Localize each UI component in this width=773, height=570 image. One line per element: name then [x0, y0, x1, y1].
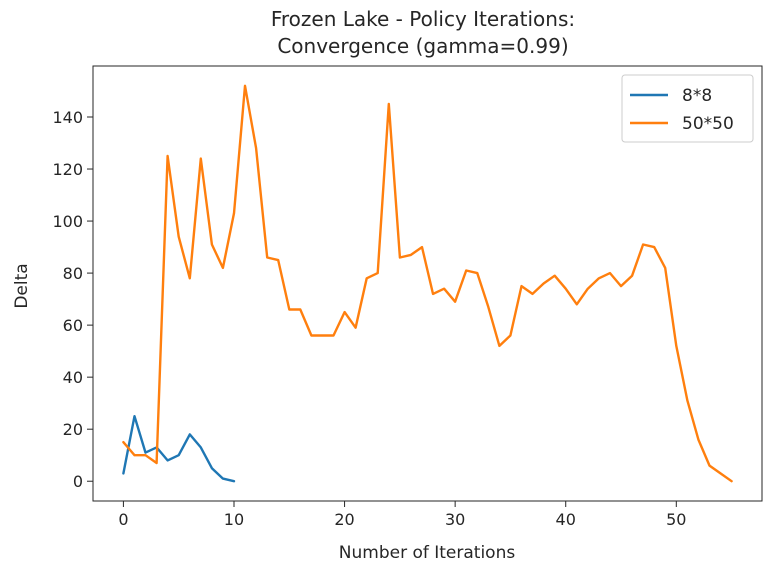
legend-box	[621, 74, 754, 143]
plot-frame	[92, 65, 763, 502]
axis-ticks: 0 10 20 30 40 50 0 20 40 60 80 100 120 140	[52, 108, 686, 529]
x-tick-label: 0	[118, 510, 128, 529]
series-line-8x8	[122, 415, 236, 483]
legend: 8*8 50*50	[621, 74, 754, 143]
x-tick-label: 10	[224, 510, 244, 529]
chart-title-line-2: Convergence (gamma=0.99)	[277, 34, 568, 58]
x-tick-label: 20	[334, 510, 354, 529]
y-tick-label: 140	[52, 108, 83, 127]
x-axis-label: Number of Iterations	[339, 543, 516, 563]
y-tick-label: 120	[52, 160, 83, 179]
y-tick-label: 100	[52, 212, 83, 231]
chart-title-line-1: Frozen Lake - Policy Iterations:	[271, 7, 575, 31]
x-tick-label: 30	[445, 510, 465, 529]
x-tick-label: 40	[556, 510, 576, 529]
y-tick-label: 40	[63, 368, 83, 387]
legend-label: 8*8	[682, 86, 712, 106]
series-line-50x50	[122, 84, 733, 483]
x-tick-label: 50	[666, 510, 686, 529]
y-axis-label: Delta	[12, 263, 32, 308]
y-tick-label: 60	[63, 316, 83, 335]
y-tick-label: 0	[73, 472, 83, 491]
y-tick-label: 80	[63, 264, 83, 283]
legend-label: 50*50	[682, 114, 734, 134]
series-lines	[122, 84, 733, 483]
y-tick-label: 20	[63, 420, 83, 439]
